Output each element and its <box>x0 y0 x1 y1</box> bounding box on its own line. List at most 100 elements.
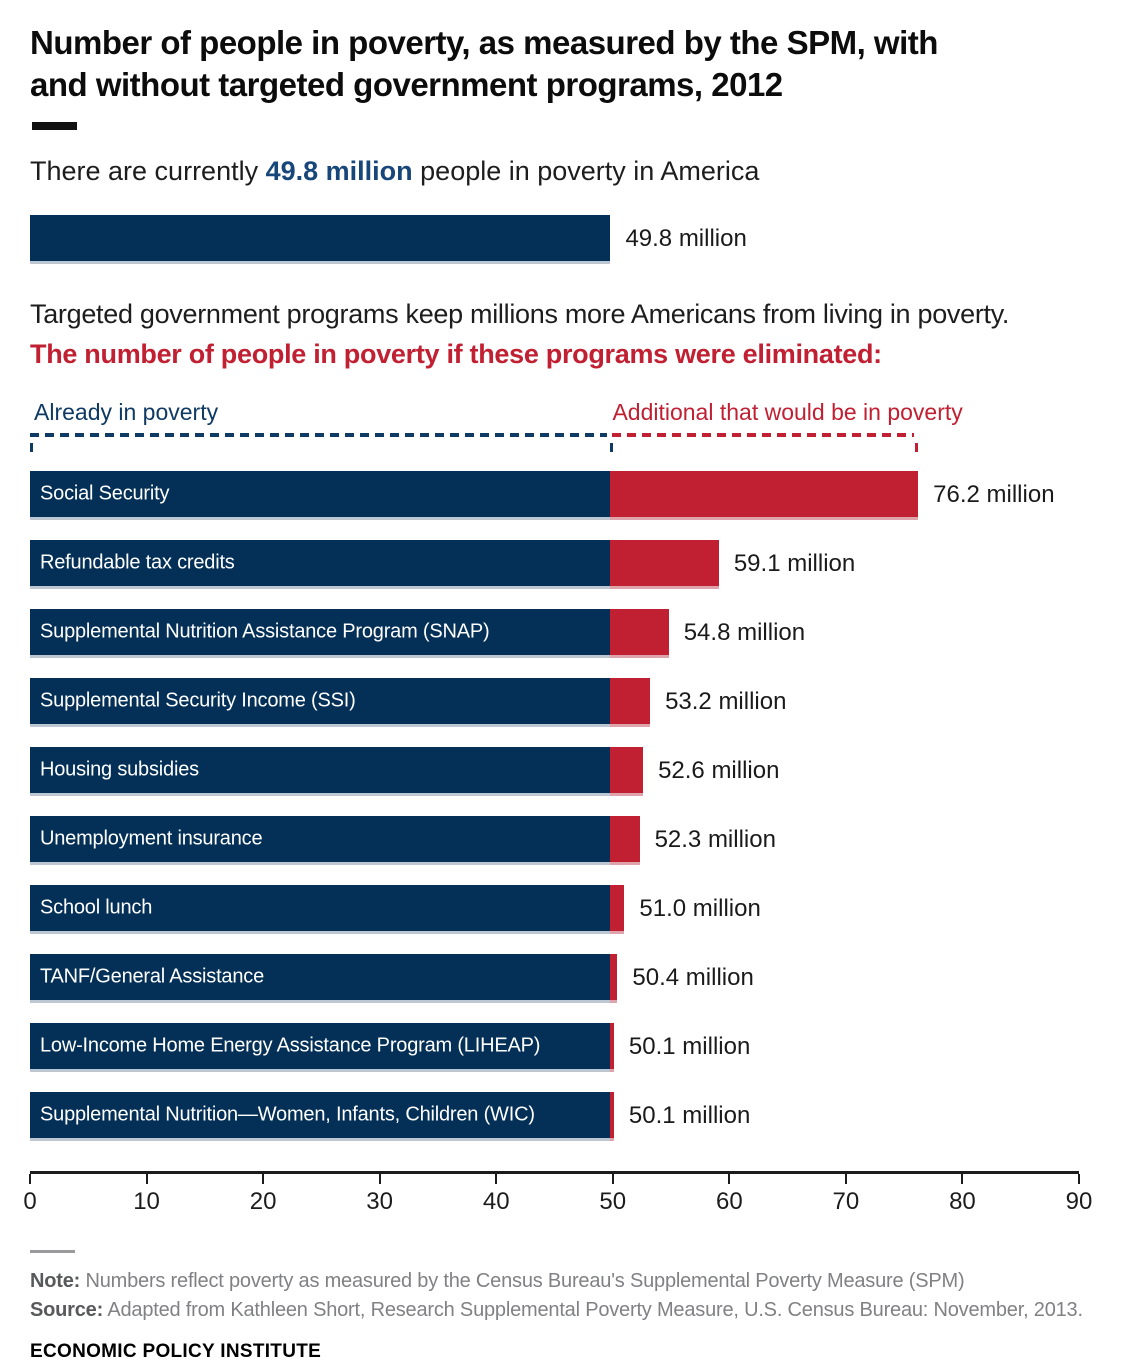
bar-category-label: Refundable tax credits <box>40 551 235 574</box>
bar-value-label: 50.1 million <box>628 1033 751 1061</box>
bar-row: Supplemental Nutrition—Women, Infants, C… <box>30 1091 1109 1141</box>
bar-value-label: 50.4 million <box>632 964 754 992</box>
additional-bar-segment <box>610 470 919 520</box>
note-label: Note: <box>30 1269 81 1292</box>
axis-tick-label: 20 <box>249 1187 277 1215</box>
axis-tick-label: 80 <box>949 1187 976 1215</box>
bar-category-label: Social Security <box>40 482 170 505</box>
legend-dash-already <box>30 432 608 437</box>
bar-category-label: School lunch <box>40 896 153 919</box>
axis-tick-label: 60 <box>715 1187 743 1215</box>
legend-tick-0 <box>30 442 33 452</box>
bar-row: Supplemental Nutrition Assistance Progra… <box>30 608 1109 658</box>
base-bar-segment: School lunch <box>30 884 611 934</box>
legend-dashed-lines <box>30 432 1079 455</box>
legend-tick-1 <box>610 442 614 452</box>
bar-category-label: TANF/General Assistance <box>40 965 265 988</box>
bar-value-label: 52.6 million <box>658 757 780 785</box>
axis-tick-label: 0 <box>23 1187 37 1215</box>
epi-logo-text: ECONOMIC POLICY INSTITUTE <box>30 1340 322 1362</box>
current-poverty-value: 49.8 million <box>625 225 747 253</box>
axis-tick <box>378 1173 381 1184</box>
intro-sentence: There are currently 49.8 million people … <box>30 156 1109 187</box>
base-bar-segment: Low-Income Home Energy Assistance Progra… <box>30 1022 611 1072</box>
footer-rule <box>30 1249 75 1253</box>
additional-bar-segment <box>610 815 640 865</box>
axis-tick-label: 90 <box>1065 1187 1093 1215</box>
bar-row: Supplemental Security Income (SSI) 53.2 m… <box>30 677 1109 727</box>
base-bar-segment: Housing subsidies <box>30 746 611 796</box>
legend-dash-additional <box>612 432 915 437</box>
additional-bar-segment <box>610 608 669 658</box>
lead-paragraph: Targeted government programs keep millio… <box>30 294 1109 375</box>
base-bar-segment: Supplemental Nutrition Assistance Progra… <box>30 608 611 658</box>
legend-tick-2 <box>915 442 919 452</box>
current-poverty-bar-row: 49.8 million <box>30 214 1109 264</box>
bar-value-label: 54.8 million <box>683 619 806 647</box>
bar-category-label: Housing subsidies <box>40 758 199 781</box>
base-bar-segment: Supplemental Nutrition—Women, Infants, C… <box>30 1091 611 1141</box>
axis-tick <box>728 1173 731 1184</box>
axis-tick <box>961 1173 964 1184</box>
bar-value-label: 51.0 million <box>639 895 761 923</box>
source-label: Source: <box>30 1298 104 1321</box>
note-text: Numbers reflect poverty as measured by t… <box>80 1269 965 1292</box>
current-poverty-bar <box>30 214 611 264</box>
legend: Already in poverty Additional that would… <box>30 399 1079 455</box>
legend-label-already: Already in poverty <box>34 398 219 425</box>
intro-prefix: There are currently <box>30 155 266 186</box>
intro-suffix: people in poverty in America <box>412 155 760 186</box>
bar-category-label: Supplemental Security Income (SSI) <box>40 689 356 712</box>
additional-bar-segment <box>610 953 618 1003</box>
lead-line-2: The number of people in poverty if these… <box>30 339 882 370</box>
bar-row: Low-Income Home Energy Assistance Progra… <box>30 1022 1109 1072</box>
additional-bar-segment <box>610 1091 614 1141</box>
base-bar-segment: Social Security <box>30 470 611 520</box>
notes-block: Note: Numbers reflect poverty as measure… <box>30 1267 1109 1325</box>
axis-tick <box>495 1173 498 1184</box>
bar-row: School lunch 51.0 million <box>30 884 1109 934</box>
base-bar-segment: Supplemental Security Income (SSI) <box>30 677 611 727</box>
additional-bar-segment <box>610 539 719 589</box>
bar-row: TANF/General Assistance 50.4 million <box>30 953 1109 1003</box>
bar-row: Housing subsidies 52.6 million <box>30 746 1109 796</box>
axis-tick-label: 40 <box>482 1187 510 1215</box>
bar-value-label: 76.2 million <box>933 481 1055 509</box>
axis-tick-label: 30 <box>366 1187 394 1215</box>
axis-tick <box>611 1173 614 1184</box>
note-line: Note: Numbers reflect poverty as measure… <box>30 1267 1109 1296</box>
axis-tick <box>262 1173 265 1184</box>
bar-row: Refundable tax credits 59.1 million <box>30 539 1109 589</box>
additional-bar-segment <box>610 746 644 796</box>
axis-tick <box>29 1173 31 1184</box>
bar-value-label: 52.3 million <box>654 826 776 854</box>
axis-tick <box>844 1173 847 1184</box>
bar-category-label: Low-Income Home Energy Assistance Progra… <box>40 1034 541 1057</box>
bar-chart: Social Security 76.2 million Refundable ta… <box>30 470 1109 1141</box>
base-bar-segment: TANF/General Assistance <box>30 953 611 1003</box>
axis-tick-label: 10 <box>133 1187 160 1215</box>
x-axis: 0 10 20 30 40 50 60 70 80 90 <box>23 1170 1092 1226</box>
source-text: Adapted from Kathleen Short, Research Su… <box>103 1298 1083 1321</box>
bar-value-label: 53.2 million <box>665 688 787 716</box>
axis-tick-label: 50 <box>599 1187 627 1215</box>
bar-row: Social Security 76.2 million <box>30 470 1109 520</box>
base-bar-segment: Refundable tax credits <box>30 539 611 589</box>
lead-line-1: Targeted government programs keep millio… <box>30 298 1010 329</box>
additional-bar-segment <box>610 884 625 934</box>
page-title: Number of people in poverty, as measured… <box>30 24 938 103</box>
bar-value-label: 59.1 million <box>733 550 856 578</box>
base-bar-segment: Unemployment insurance <box>30 815 611 865</box>
additional-bar-segment <box>610 1022 614 1072</box>
additional-bar-segment <box>610 677 651 727</box>
legend-labels: Already in poverty Additional that would… <box>30 399 1079 429</box>
legend-label-additional: Additional that would be in poverty <box>612 398 963 425</box>
bar-category-label: Unemployment insurance <box>40 827 263 850</box>
title-rule <box>32 121 77 130</box>
intro-highlight: 49.8 million <box>265 155 413 186</box>
bar-value-label: 50.1 million <box>628 1102 751 1130</box>
bar-row: Unemployment insurance 52.3 million <box>30 815 1109 865</box>
source-line: Source: Adapted from Kathleen Short, Res… <box>30 1296 1109 1325</box>
axis-tick <box>145 1173 148 1184</box>
axis-tick-label: 70 <box>832 1187 860 1215</box>
